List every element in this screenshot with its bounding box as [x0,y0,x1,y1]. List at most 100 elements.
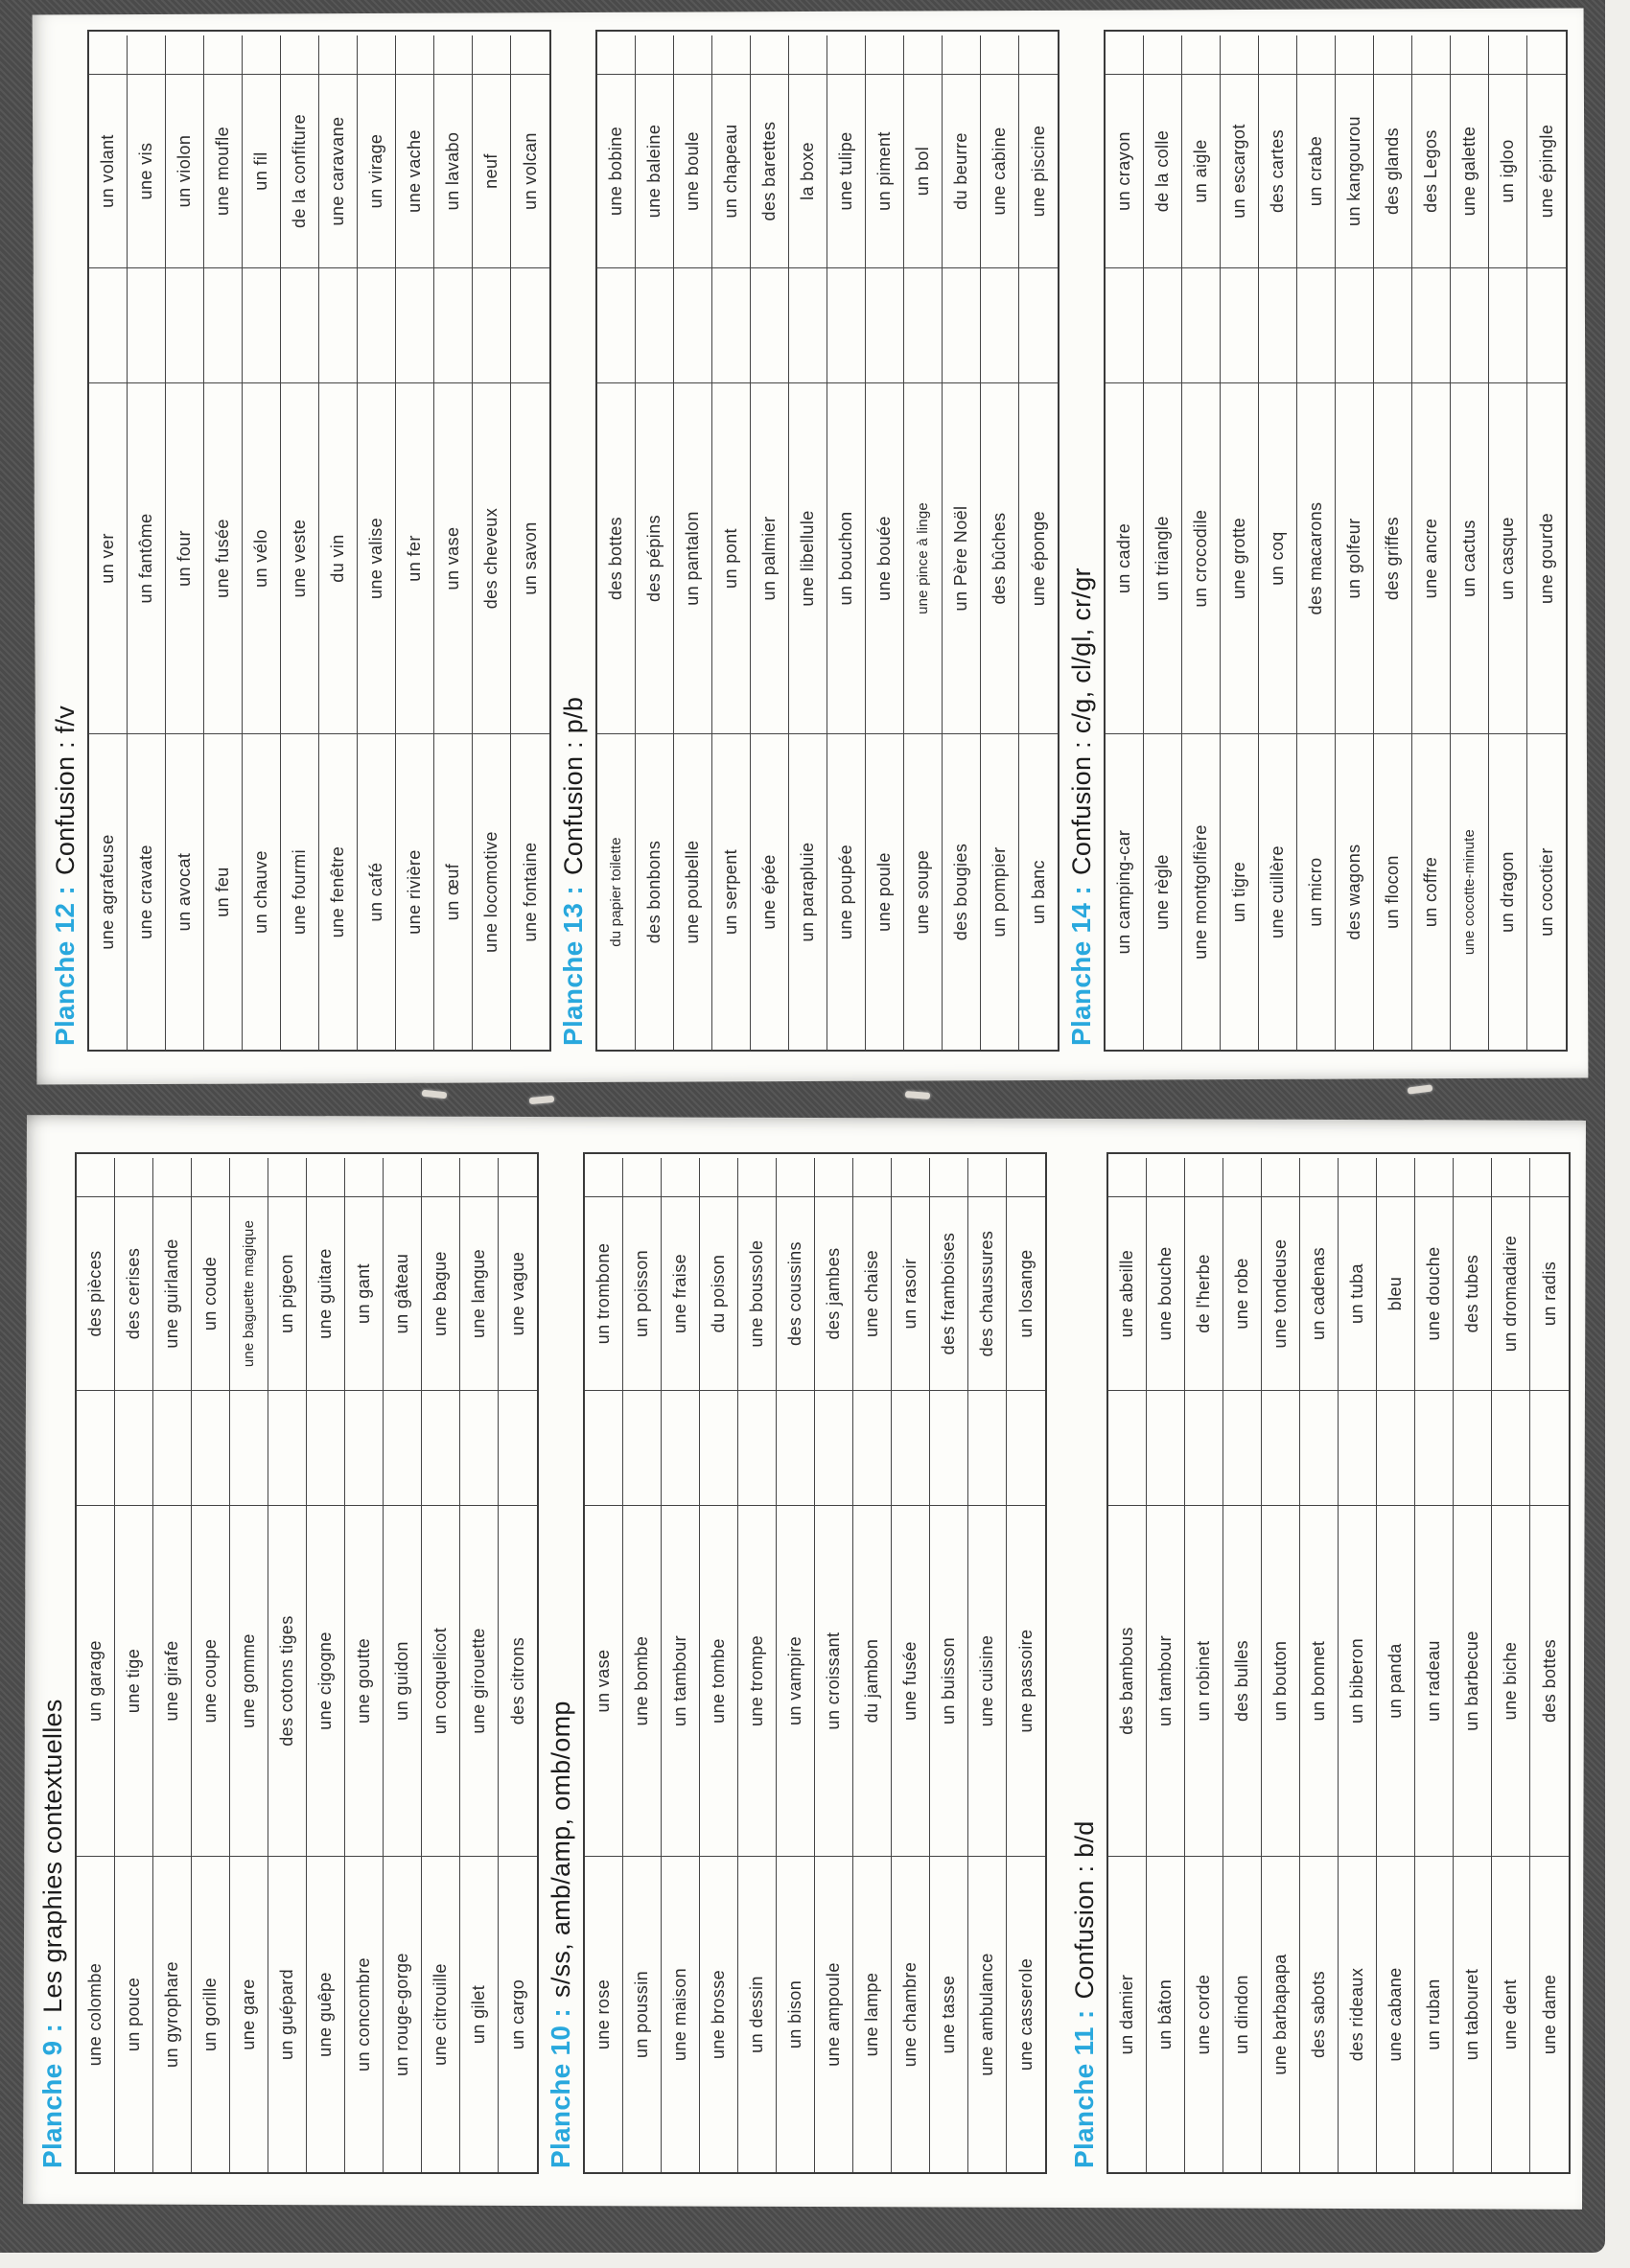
empty-cell [1300,1390,1339,1505]
empty-cell [384,1390,422,1505]
word-cell: une fourmi [281,733,319,1050]
empty-cell [384,1158,422,1196]
word-cell: un fer [396,382,434,733]
word-cell: une guitare [307,1196,345,1390]
empty-cell [623,1158,662,1196]
word-cell: un gâteau [384,1196,422,1390]
word-cell: une locomotive [473,733,511,1050]
word-cell: un radis [1530,1196,1569,1390]
word-cell: un piment [866,74,904,267]
word-cell: une veste [281,382,319,733]
word-cell: une robe [1223,1196,1262,1390]
word-cell: une cocotte-minute [1451,733,1489,1050]
empty-cell [345,1158,384,1196]
empty-cell [1492,1390,1530,1505]
word-cell: un damier [1108,1856,1147,2172]
word-cell: un panda [1377,1505,1415,1856]
empty-cell [623,1390,662,1505]
planche-block-9: Planche 9 : Les graphies contextuelles u… [31,1150,541,2174]
word-cell: une barbapapa [1262,1856,1300,2172]
empty-cell [636,35,674,74]
word-cell: un coude [192,1196,230,1390]
word-cell: une casserole [1007,1856,1045,2172]
word-cell: une abeille [1108,1196,1147,1390]
empty-cell [1415,1390,1454,1505]
empty-cell [1108,1158,1147,1196]
word-cell: un poussin [623,1856,662,2172]
word-cell: un volant [89,74,128,267]
word-cell: un robinet [1185,1505,1223,1856]
word-cell: un bison [777,1856,815,2172]
empty-cell [1221,267,1259,382]
planche-block-10: Planche 10 : s/ss, amb/amp, omb/omp une … [539,1150,1049,2174]
word-cell: un palmier [751,382,789,733]
word-cell: un gilet [460,1856,499,2172]
word-cell: neuf [473,74,511,267]
word-cell: des bougies [943,733,981,1050]
word-cell: des bûches [981,382,1019,733]
empty-cell [307,1390,345,1505]
word-cell: un banc [1019,733,1058,1050]
planche-subject-label: Confusion : b/d [1069,1820,1099,2000]
word-cell: des barettes [751,74,789,267]
word-cell: un four [166,382,204,733]
empty-cell [1527,35,1566,74]
word-cell: un chauve [243,733,281,1050]
planche-title: Planche 13 : Confusion : p/b [551,28,595,1052]
planche-number-label: Planche 13 : [558,885,588,1046]
word-cell: un cactus [1451,382,1489,733]
word-cell: un dromadaire [1492,1196,1530,1390]
word-cell: un gyrophare [153,1856,192,2172]
word-cell: une montgolfière [1182,733,1221,1050]
word-cell: un savon [511,382,549,733]
planche-number-label: Planche 10 : [546,2007,575,2168]
word-cell: une boule [674,74,712,267]
word-cell: une girouette [460,1505,499,1856]
empty-cell [789,35,827,74]
empty-cell [1182,35,1221,74]
word-cell: une tasse [930,1856,968,2172]
empty-cell [1454,1158,1492,1196]
empty-cell [77,1158,115,1196]
word-cell: une caravane [319,74,358,267]
empty-cell [1374,267,1412,382]
empty-cell [1259,267,1297,382]
empty-cell [1454,1390,1492,1505]
word-cell: une fusée [892,1505,930,1856]
empty-cell [1144,267,1182,382]
empty-cell [712,35,751,74]
empty-cell [128,35,166,74]
planche-block-11: Planche 11 : Confusion : b/d un damier de… [1062,1150,1572,2174]
word-cell: une vague [499,1196,537,1390]
word-cell: un tabouret [1454,1856,1492,2172]
word-cell: un biberon [1339,1505,1377,1856]
word-cell: une grotte [1221,382,1259,733]
word-cell: un feu [204,733,243,1050]
word-cell: un losange [1007,1196,1045,1390]
word-cell: des jambes [815,1196,853,1390]
word-cell: du poison [700,1196,738,1390]
planche-number-label: Planche 12 : [50,885,80,1046]
word-cell: des pépins [636,382,674,733]
empty-cell [853,1390,892,1505]
word-cell: un bol [904,74,943,267]
empty-cell [700,1158,738,1196]
word-cell: une girafe [153,1505,192,1856]
empty-cell [192,1390,230,1505]
word-cell: des griffes [1374,382,1412,733]
word-cell: un bonnet [1300,1505,1339,1856]
word-cell: un camping-car [1106,733,1144,1050]
word-cell: une agrafeuse [89,733,128,1050]
word-cell: un parapluie [789,733,827,1050]
empty-cell [930,1390,968,1505]
word-cell: une soupe [904,733,943,1050]
word-cell: un œuf [434,733,473,1050]
word-table: du papier toilette des bottes une bobine de… [595,30,1060,1052]
empty-cell [1019,267,1058,382]
empty-cell [789,267,827,382]
empty-cell [511,267,549,382]
word-cell: un rouge-gorge [384,1856,422,2172]
word-cell: une goutte [345,1505,384,1856]
word-cell: une langue [460,1196,499,1390]
planche-title: Planche 10 : s/ss, amb/amp, omb/omp [539,1150,583,2174]
